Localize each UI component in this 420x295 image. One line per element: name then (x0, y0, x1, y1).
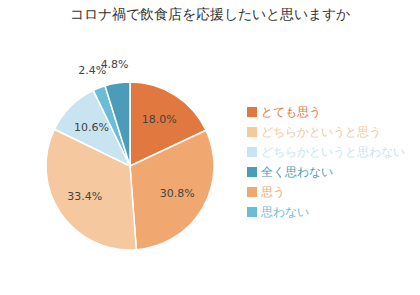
svg-text:18.0%: 18.0% (142, 113, 177, 126)
html-text:どちらかというと思う: どちらかというと思う (261, 124, 381, 139)
html-text:思う: 思う (261, 184, 285, 199)
html-text:思わない: 思わない (261, 204, 309, 219)
html-text:コロナ禍で飲食店を応援したいと思いますか: コロナ禍で飲食店を応援したいと思いますか (70, 6, 350, 22)
svg-text:2.4%: 2.4% (78, 64, 107, 78)
svg-text:30.8%: 30.8% (160, 187, 195, 200)
html-text:全く思わない: 全く思わない (261, 164, 333, 179)
svg-text:10.6%: 10.6% (74, 121, 109, 134)
svg-text:33.4%: 33.4% (67, 190, 102, 203)
html-text:とても思う: とても思う (261, 104, 321, 119)
html-text:どちらかというと思わない: どちらかというと思わない (261, 144, 405, 159)
svg-text:4.8%: 4.8% (101, 58, 129, 71)
